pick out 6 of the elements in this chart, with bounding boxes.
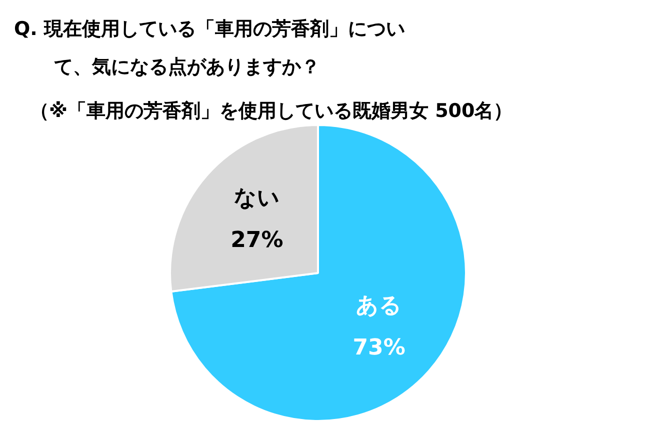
slice-label: ある — [356, 294, 402, 319]
slice-label: ない — [234, 186, 280, 211]
chart-subtitle: （※「車用の芳香剤」を使用している既婚男女 500名） — [30, 99, 513, 124]
chart-title: Q. 現在使用している「車用の芳香剤」について、気になる点がありますか？ — [14, 17, 406, 80]
data-label: 73% — [352, 336, 406, 361]
data-label: 27% — [230, 228, 284, 253]
